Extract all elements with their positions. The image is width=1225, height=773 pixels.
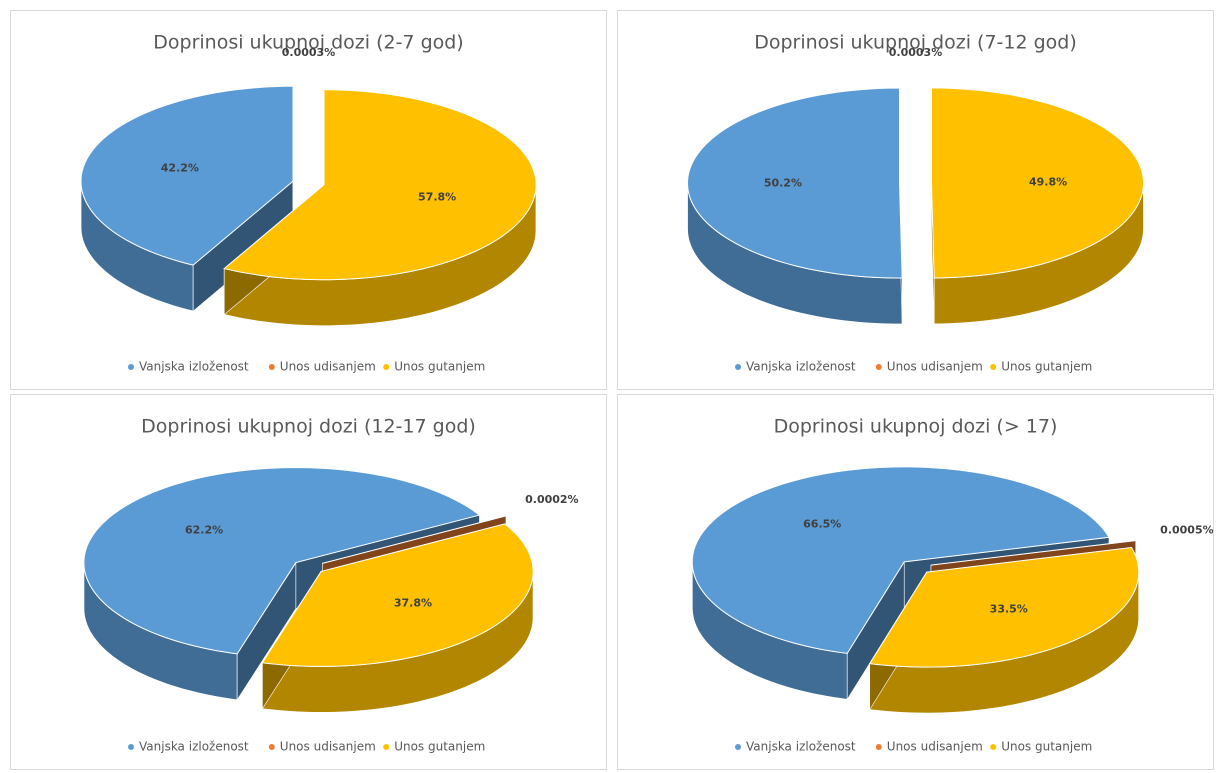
legend-marker [128,364,134,370]
data-label: 66.5% [803,518,841,531]
chart-title: Doprinosi ukupnoj dozi (> 17) [774,416,1058,438]
legend-label: Vanjska izloženost [139,740,249,754]
data-label: 0.0005% [1160,523,1213,536]
chart: Doprinosi ukupnoj dozi (2-7 god)42.2%0.0… [11,11,606,389]
legend-marker [269,364,275,370]
legend-label: Unos gutanjem [394,360,485,374]
chart-panel: Doprinosi ukupnoj dozi (12-17 god) 62.2% 0… [10,394,607,770]
data-label: 42.2% [161,162,199,175]
legend-label: Unos udisanjem [280,740,376,754]
legend-marker [990,364,996,370]
legend-marker [735,364,741,370]
legend-marker [876,364,882,370]
chart: Doprinosi ukupnoj dozi (12-17 god) 62.2% 0… [11,395,606,769]
legend-marker [876,744,882,750]
chart-panel: Doprinosi ukupnoj dozi (2-7 god)42.2%0.0… [10,10,607,390]
legend-label: Vanjska izloženost [139,360,249,374]
legend-label: Unos gutanjem [394,740,485,754]
chart-title: Doprinosi ukupnoj dozi (12-17 god) [141,416,476,438]
chart-panel: Doprinosi ukupnoj dozi (> 17) 66.5% 0.0005… [617,394,1214,770]
data-label: 49.8% [1029,176,1067,189]
legend-label: Unos gutanjem [1001,740,1092,754]
data-label: 57.8% [418,190,456,203]
legend-marker [735,744,741,750]
data-label: 37.8% [394,597,432,610]
chart-panel: Doprinosi ukupnoj dozi (7-12 god)50.2%0.… [617,10,1214,390]
chart: Doprinosi ukupnoj dozi (> 17) 66.5% 0.0005… [618,395,1213,769]
legend-label: Unos gutanjem [1001,360,1092,374]
legend-marker [269,744,275,750]
legend-label: Unos udisanjem [887,360,983,374]
legend-marker [990,744,996,750]
data-label: 62.2% [185,523,223,536]
data-label: 0.0003% [282,46,335,59]
data-label: 0.0002% [525,493,578,506]
chart: Doprinosi ukupnoj dozi (7-12 god)50.2%0.… [618,11,1213,389]
legend-marker [383,364,389,370]
legend-marker [128,744,134,750]
legend-label: Unos udisanjem [280,360,376,374]
legend-label: Vanjska izloženost [746,740,856,754]
data-label: 50.2% [764,176,802,189]
legend-marker [383,744,389,750]
legend-label: Vanjska izloženost [746,360,856,374]
data-label: 0.0003% [889,46,942,59]
legend-label: Unos udisanjem [887,740,983,754]
data-label: 33.5% [990,602,1028,615]
